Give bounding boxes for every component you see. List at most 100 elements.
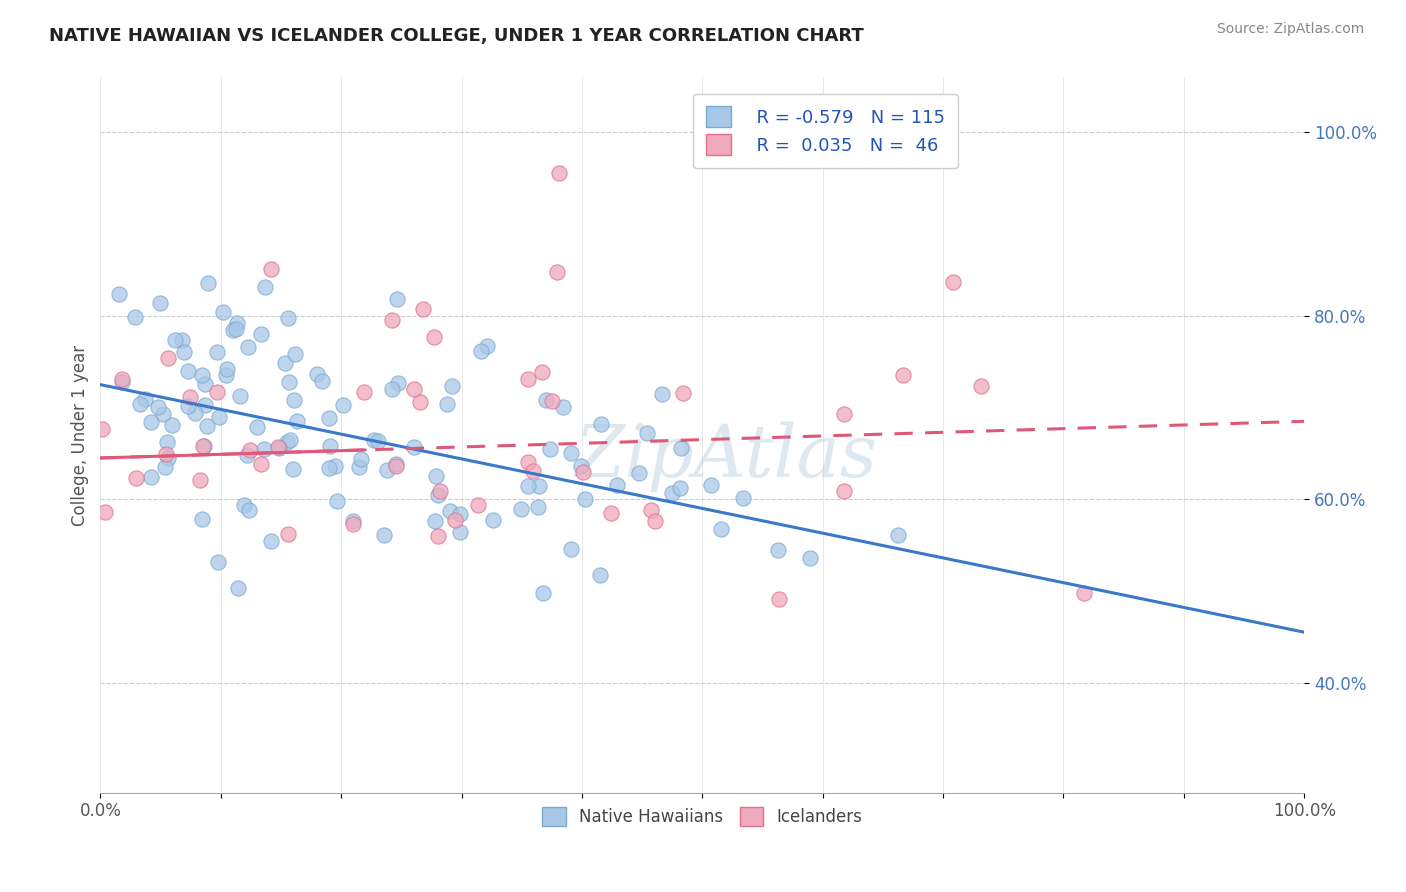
Point (323, 459, 346, 474)
Point (481, 513, 503, 527)
Point (531, 586, 554, 600)
Point (349, 452, 371, 467)
Point (425, 514, 447, 528)
Point (191, 368, 214, 382)
Point (156, 434, 179, 449)
Point (373, 528, 395, 542)
Point (402, 382, 425, 396)
Point (600, 506, 623, 520)
Point (139, 470, 162, 484)
Point (560, 541, 582, 556)
Point (236, 448, 259, 462)
Point (551, 400, 574, 414)
Point (467, 498, 489, 512)
Point (188, 474, 211, 488)
Point (225, 316, 247, 330)
Point (436, 397, 458, 411)
Point (342, 517, 364, 532)
Point (439, 504, 461, 518)
Point (211, 305, 233, 319)
Point (239, 443, 262, 458)
Point (278, 375, 301, 389)
Point (177, 364, 200, 378)
Point (267, 441, 290, 455)
Point (606, 478, 628, 492)
Point (153, 459, 176, 474)
Point (353, 385, 375, 400)
Point (425, 469, 447, 483)
Point (165, 333, 187, 347)
Point (475, 338, 498, 352)
Point (799, 551, 821, 566)
Point (669, 441, 692, 455)
Point (672, 385, 695, 400)
Point (470, 344, 492, 359)
Point (385, 292, 408, 306)
Point (208, 410, 231, 425)
Text: NATIVE HAWAIIAN VS ICELANDER COLLEGE, UNDER 1 YEAR CORRELATION CHART: NATIVE HAWAIIAN VS ICELANDER COLLEGE, UN… (49, 27, 863, 45)
Point (832, 483, 855, 498)
Point (190, 512, 212, 526)
Point (538, 442, 561, 456)
Point (176, 399, 198, 413)
Point (367, 434, 389, 448)
Point (426, 488, 449, 502)
Point (569, 458, 592, 473)
Point (307, 368, 329, 382)
Point (125, 471, 148, 485)
Y-axis label: College, Under 1 year: College, Under 1 year (72, 344, 89, 525)
Point (246, 420, 269, 434)
Point (157, 351, 180, 365)
Point (768, 592, 790, 607)
Point (253, 442, 276, 457)
Point (222, 322, 245, 336)
Legend: Native Hawaiians, Icelanders: Native Hawaiians, Icelanders (534, 798, 870, 834)
Point (385, 457, 408, 471)
Point (226, 582, 249, 596)
Point (887, 528, 910, 542)
Point (530, 365, 553, 379)
Point (429, 484, 451, 499)
Point (332, 398, 354, 412)
Point (193, 438, 215, 452)
Point (111, 375, 134, 389)
Point (510, 502, 533, 516)
Point (194, 398, 217, 412)
Point (233, 498, 256, 512)
Point (449, 507, 471, 521)
Point (146, 401, 169, 415)
Point (205, 344, 228, 359)
Point (149, 296, 172, 310)
Point (217, 362, 239, 376)
Point (172, 333, 194, 347)
Point (193, 439, 215, 453)
Point (449, 524, 471, 539)
Point (423, 330, 446, 344)
Point (283, 392, 305, 407)
Point (387, 376, 409, 391)
Point (253, 279, 276, 293)
Point (385, 458, 408, 473)
Point (318, 460, 340, 475)
Point (197, 276, 219, 290)
Point (443, 513, 465, 527)
Point (517, 371, 540, 385)
Point (546, 265, 568, 279)
Point (363, 433, 385, 447)
Point (527, 479, 550, 493)
Point (440, 379, 463, 393)
Point (155, 447, 177, 461)
Point (283, 347, 305, 361)
Point (700, 478, 723, 492)
Point (412, 302, 434, 317)
Point (214, 368, 236, 382)
Point (644, 514, 666, 528)
Point (93, 506, 115, 520)
Point (516, 455, 538, 469)
Point (267, 442, 290, 456)
Point (259, 261, 281, 276)
Point (832, 407, 855, 421)
Point (541, 393, 564, 408)
Point (891, 368, 914, 382)
Point (574, 491, 596, 506)
